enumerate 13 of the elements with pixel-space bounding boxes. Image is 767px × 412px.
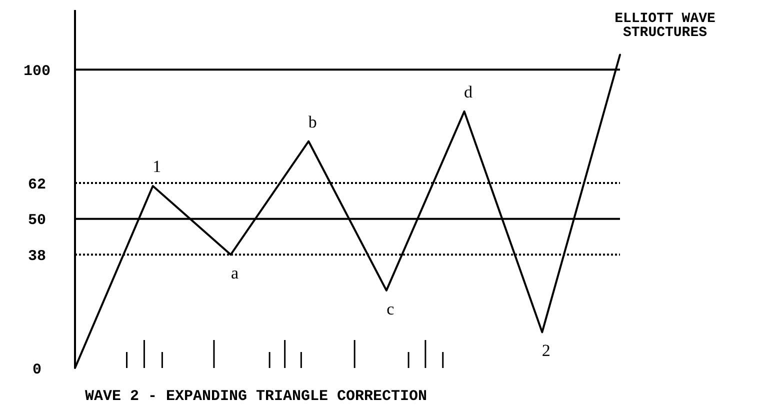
y-tick-label: 50 [28, 212, 46, 230]
annotation: 2 [542, 341, 550, 360]
annotation: d [464, 82, 474, 102]
x-axis-title: WAVE 2 - EXPANDING TRIANGLE CORRECTION [85, 388, 428, 405]
annotation: b [308, 112, 317, 132]
annotation: 1 [152, 157, 162, 176]
annotation: a [230, 264, 239, 283]
y-tick-label: 100 [23, 62, 51, 80]
y-tick-label: 62 [28, 176, 46, 194]
text: ELLIOTT WAVE STRUCTURES [614, 11, 716, 41]
y-tick-label: 38 [28, 248, 46, 265]
annotation: c [386, 299, 395, 318]
y-tick-label: 0 [32, 361, 42, 378]
